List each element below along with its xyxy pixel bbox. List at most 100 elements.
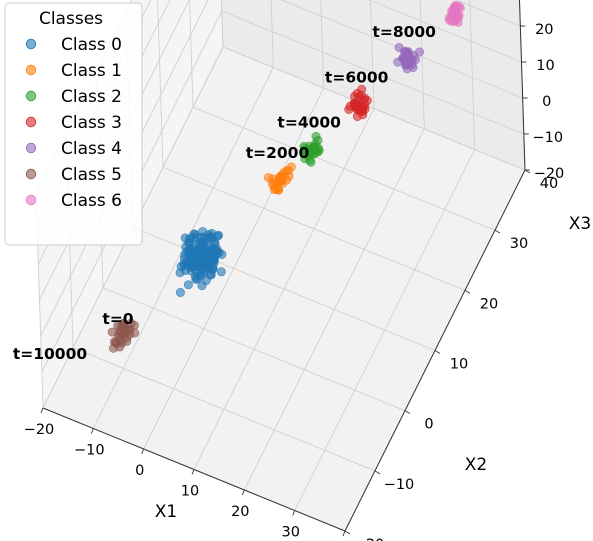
y-tick-mark xyxy=(344,530,351,535)
legend-item[interactable]: Class 4 xyxy=(25,139,122,159)
x-tick-mark xyxy=(342,530,346,537)
x-tick-mark xyxy=(191,469,195,475)
data-point xyxy=(362,96,372,106)
legend-item[interactable]: Class 5 xyxy=(25,165,122,185)
x-tick-mark xyxy=(292,510,296,516)
legend[interactable]: Classes Class 0 Class 1 Class 2 Class 3 Class… xyxy=(4,2,143,246)
legend-title: Classes xyxy=(39,9,103,29)
legend-label: Class 2 xyxy=(61,87,122,107)
data-point xyxy=(209,254,219,264)
y-tick-mark xyxy=(404,410,411,415)
data-point xyxy=(360,104,370,114)
annotation-label: t=2000 xyxy=(246,144,310,162)
y-tick-mark xyxy=(524,169,531,174)
y-tick-label: 10 xyxy=(450,357,468,373)
legend-marker xyxy=(25,168,37,180)
annotation-label: t=0 xyxy=(102,310,133,328)
data-point xyxy=(185,234,195,244)
data-point xyxy=(213,230,223,240)
data-point xyxy=(286,162,296,172)
grid-line xyxy=(469,0,476,150)
legend-label: Class 3 xyxy=(61,113,122,133)
x-tick-label: 30 xyxy=(281,525,299,541)
annotation-label: t=10000 xyxy=(13,345,88,363)
legend-item[interactable]: Class 0 xyxy=(25,35,122,55)
legend-box xyxy=(4,2,143,246)
series-class-6 xyxy=(444,0,465,27)
data-point xyxy=(277,171,287,181)
data-point xyxy=(212,244,222,254)
z-tick-label: 20 xyxy=(535,22,553,38)
legend-label: Class 5 xyxy=(61,165,122,185)
series-class-3 xyxy=(344,84,372,122)
data-point xyxy=(216,267,226,277)
data-point xyxy=(271,177,281,187)
series-class-0 xyxy=(175,227,227,297)
x-tick-label: 10 xyxy=(181,484,199,500)
z-tick-label: −20 xyxy=(534,166,565,182)
grid-line xyxy=(222,46,526,171)
data-point xyxy=(447,17,457,27)
y-tick-label: −20 xyxy=(354,537,385,541)
legend-label: Class 1 xyxy=(61,61,122,81)
series-class-5 xyxy=(107,318,140,353)
x-tick-mark xyxy=(241,489,245,496)
legend-item[interactable]: Class 1 xyxy=(25,61,122,81)
data-point xyxy=(175,287,185,297)
z-tick-label: 30 xyxy=(534,0,552,2)
legend-marker xyxy=(25,90,37,102)
data-points xyxy=(107,0,465,353)
x-tick-label: −20 xyxy=(24,422,55,438)
annotation-label: t=8000 xyxy=(372,23,436,41)
grid-line xyxy=(157,0,164,168)
z-tick-label: 0 xyxy=(542,94,551,110)
grid-line xyxy=(221,0,224,48)
data-point xyxy=(122,336,132,346)
y-tick-label: −10 xyxy=(384,477,415,493)
y-tick-mark xyxy=(494,229,501,234)
y-tick-label: 0 xyxy=(424,417,433,433)
data-point xyxy=(185,244,195,254)
z-axis-label: X3 xyxy=(569,214,591,234)
data-point xyxy=(204,260,214,270)
cluster-annotations: t=0t=2000t=4000t=6000t=8000t=10000t=1200… xyxy=(13,23,436,363)
x-tick-mark xyxy=(90,428,94,434)
x-tick-label: 20 xyxy=(231,504,249,520)
legend-marker xyxy=(25,64,37,76)
x-tick-label: 0 xyxy=(135,463,144,479)
grid-line xyxy=(192,106,496,231)
y-tick-mark xyxy=(434,350,441,354)
data-point xyxy=(206,270,216,280)
x-tick-label: −10 xyxy=(74,443,105,459)
legend-item[interactable]: Class 2 xyxy=(25,87,122,107)
data-point xyxy=(183,280,193,290)
legend-marker xyxy=(25,142,37,154)
data-point xyxy=(196,271,206,281)
tick-labels: −20 −20 −20 −10 −10 −10 0 0 0 10 10 10 20 20 20 30 30 30 4… xyxy=(24,0,565,541)
legend-marker xyxy=(25,194,37,206)
legend-marker xyxy=(25,116,37,128)
x-tick-mark xyxy=(141,448,145,455)
legend-marker xyxy=(25,38,37,50)
data-point xyxy=(344,105,354,115)
legend-label: Class 4 xyxy=(61,139,122,159)
data-point xyxy=(115,326,125,336)
annotation-label: t=6000 xyxy=(325,68,389,86)
x-tick-mark xyxy=(40,407,44,414)
legend-item[interactable]: Class 6 xyxy=(25,191,122,211)
data-point xyxy=(313,147,323,157)
series-class-2 xyxy=(299,132,324,167)
data-point xyxy=(198,227,208,237)
x-axis-label: X1 xyxy=(155,502,177,522)
data-point xyxy=(454,12,464,22)
data-point xyxy=(269,185,279,195)
grid-line xyxy=(189,0,194,108)
y-tick-label: 30 xyxy=(510,236,528,252)
z-tick-label: 10 xyxy=(536,58,554,74)
y-axis-label: X2 xyxy=(465,455,487,475)
grid-line xyxy=(419,0,425,130)
legend-item[interactable]: Class 3 xyxy=(25,113,122,133)
data-point xyxy=(404,52,414,62)
y-tick-label: 20 xyxy=(480,296,498,312)
